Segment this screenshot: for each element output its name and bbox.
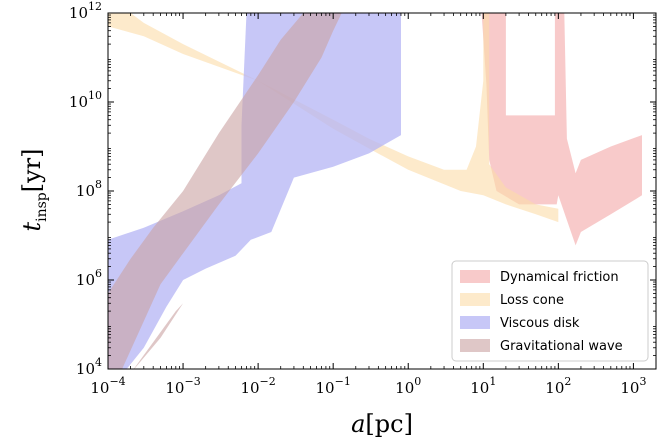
- x-tick-exp: 1: [489, 375, 496, 388]
- ticks-layer: 10−4 10−3 10−2 10−1 100 101 102 103104106108101…: [69, 0, 657, 397]
- y-tick-base: 10: [69, 4, 88, 22]
- y-tick-label: 104: [76, 356, 102, 378]
- y-tick-exp: 10: [88, 89, 102, 102]
- x-tick-exp: 3: [639, 375, 646, 388]
- x-tick-exp: −2: [260, 375, 276, 388]
- y-axis-title-main: t: [18, 222, 46, 232]
- y-axis-title-sub: insp: [34, 192, 50, 222]
- y-tick-exp: 8: [95, 178, 102, 191]
- legend-frame: [451, 260, 649, 362]
- x-tick-base: 10: [395, 379, 414, 397]
- series-area-dynamical-friction: [481, 13, 642, 246]
- x-axis-title: a[pc]: [351, 410, 413, 438]
- x-tick-base: 10: [545, 379, 564, 397]
- x-tick-base: 10: [165, 379, 184, 397]
- x-tick-label: 103: [620, 375, 646, 397]
- series-area-gravitational-wave-1: [133, 303, 184, 369]
- series-area-viscous-disk: [108, 13, 401, 369]
- x-tick-base: 10: [470, 379, 489, 397]
- x-tick-label: 102: [545, 375, 571, 397]
- legend-label: Gravitational wave: [500, 339, 623, 354]
- y-axis-title: tinsp[yr]: [18, 148, 50, 231]
- legend-label: Dynamical friction: [500, 270, 619, 285]
- y-tick-exp: 12: [88, 0, 102, 13]
- x-tick-base: 10: [316, 379, 335, 397]
- x-tick-label: 10−4: [90, 375, 125, 397]
- y-tick-label: 1012: [69, 0, 102, 22]
- y-axis-title-unit: yr: [18, 157, 46, 184]
- legend-swatch: [460, 293, 490, 306]
- x-tick-exp: 2: [564, 375, 571, 388]
- legend-label: Loss cone: [500, 293, 564, 308]
- y-tick-label: 106: [76, 267, 102, 289]
- y-tick-label: 1010: [69, 89, 102, 111]
- x-axis-title-unit: pc: [375, 410, 404, 438]
- x-tick-base: 10: [90, 379, 109, 397]
- x-tick-base: 10: [620, 379, 639, 397]
- x-tick-label: 10−2: [240, 375, 275, 397]
- series-area-loss-cone: [108, 13, 559, 223]
- y-tick-label: 108: [76, 178, 102, 200]
- x-axis-title-main: a: [351, 410, 365, 438]
- legend-swatch: [460, 316, 490, 329]
- y-tick-base: 10: [76, 271, 95, 289]
- x-tick-exp: −1: [335, 375, 351, 388]
- x-tick-label: 100: [395, 375, 421, 397]
- legend: Dynamical friction Loss cone Viscous disk G…: [451, 260, 649, 362]
- series-layer: [108, 13, 642, 369]
- y-tick-base: 10: [76, 182, 95, 200]
- x-tick-exp: −3: [184, 375, 200, 388]
- x-tick-exp: −4: [109, 375, 125, 388]
- x-tick-base: 10: [240, 379, 259, 397]
- y-tick-exp: 6: [95, 267, 102, 280]
- x-tick-exp: 0: [414, 375, 421, 388]
- legend-label: Viscous disk: [500, 316, 580, 331]
- x-tick-label: 10−3: [165, 375, 200, 397]
- y-tick-base: 10: [69, 93, 88, 111]
- legend-swatch: [460, 339, 490, 352]
- y-tick-exp: 4: [95, 356, 102, 369]
- series-area-gravitational-wave-0: [108, 13, 342, 369]
- y-tick-base: 10: [76, 360, 95, 378]
- x-tick-label: 101: [470, 375, 496, 397]
- x-tick-label: 10−1: [316, 375, 351, 397]
- legend-swatch: [460, 270, 490, 283]
